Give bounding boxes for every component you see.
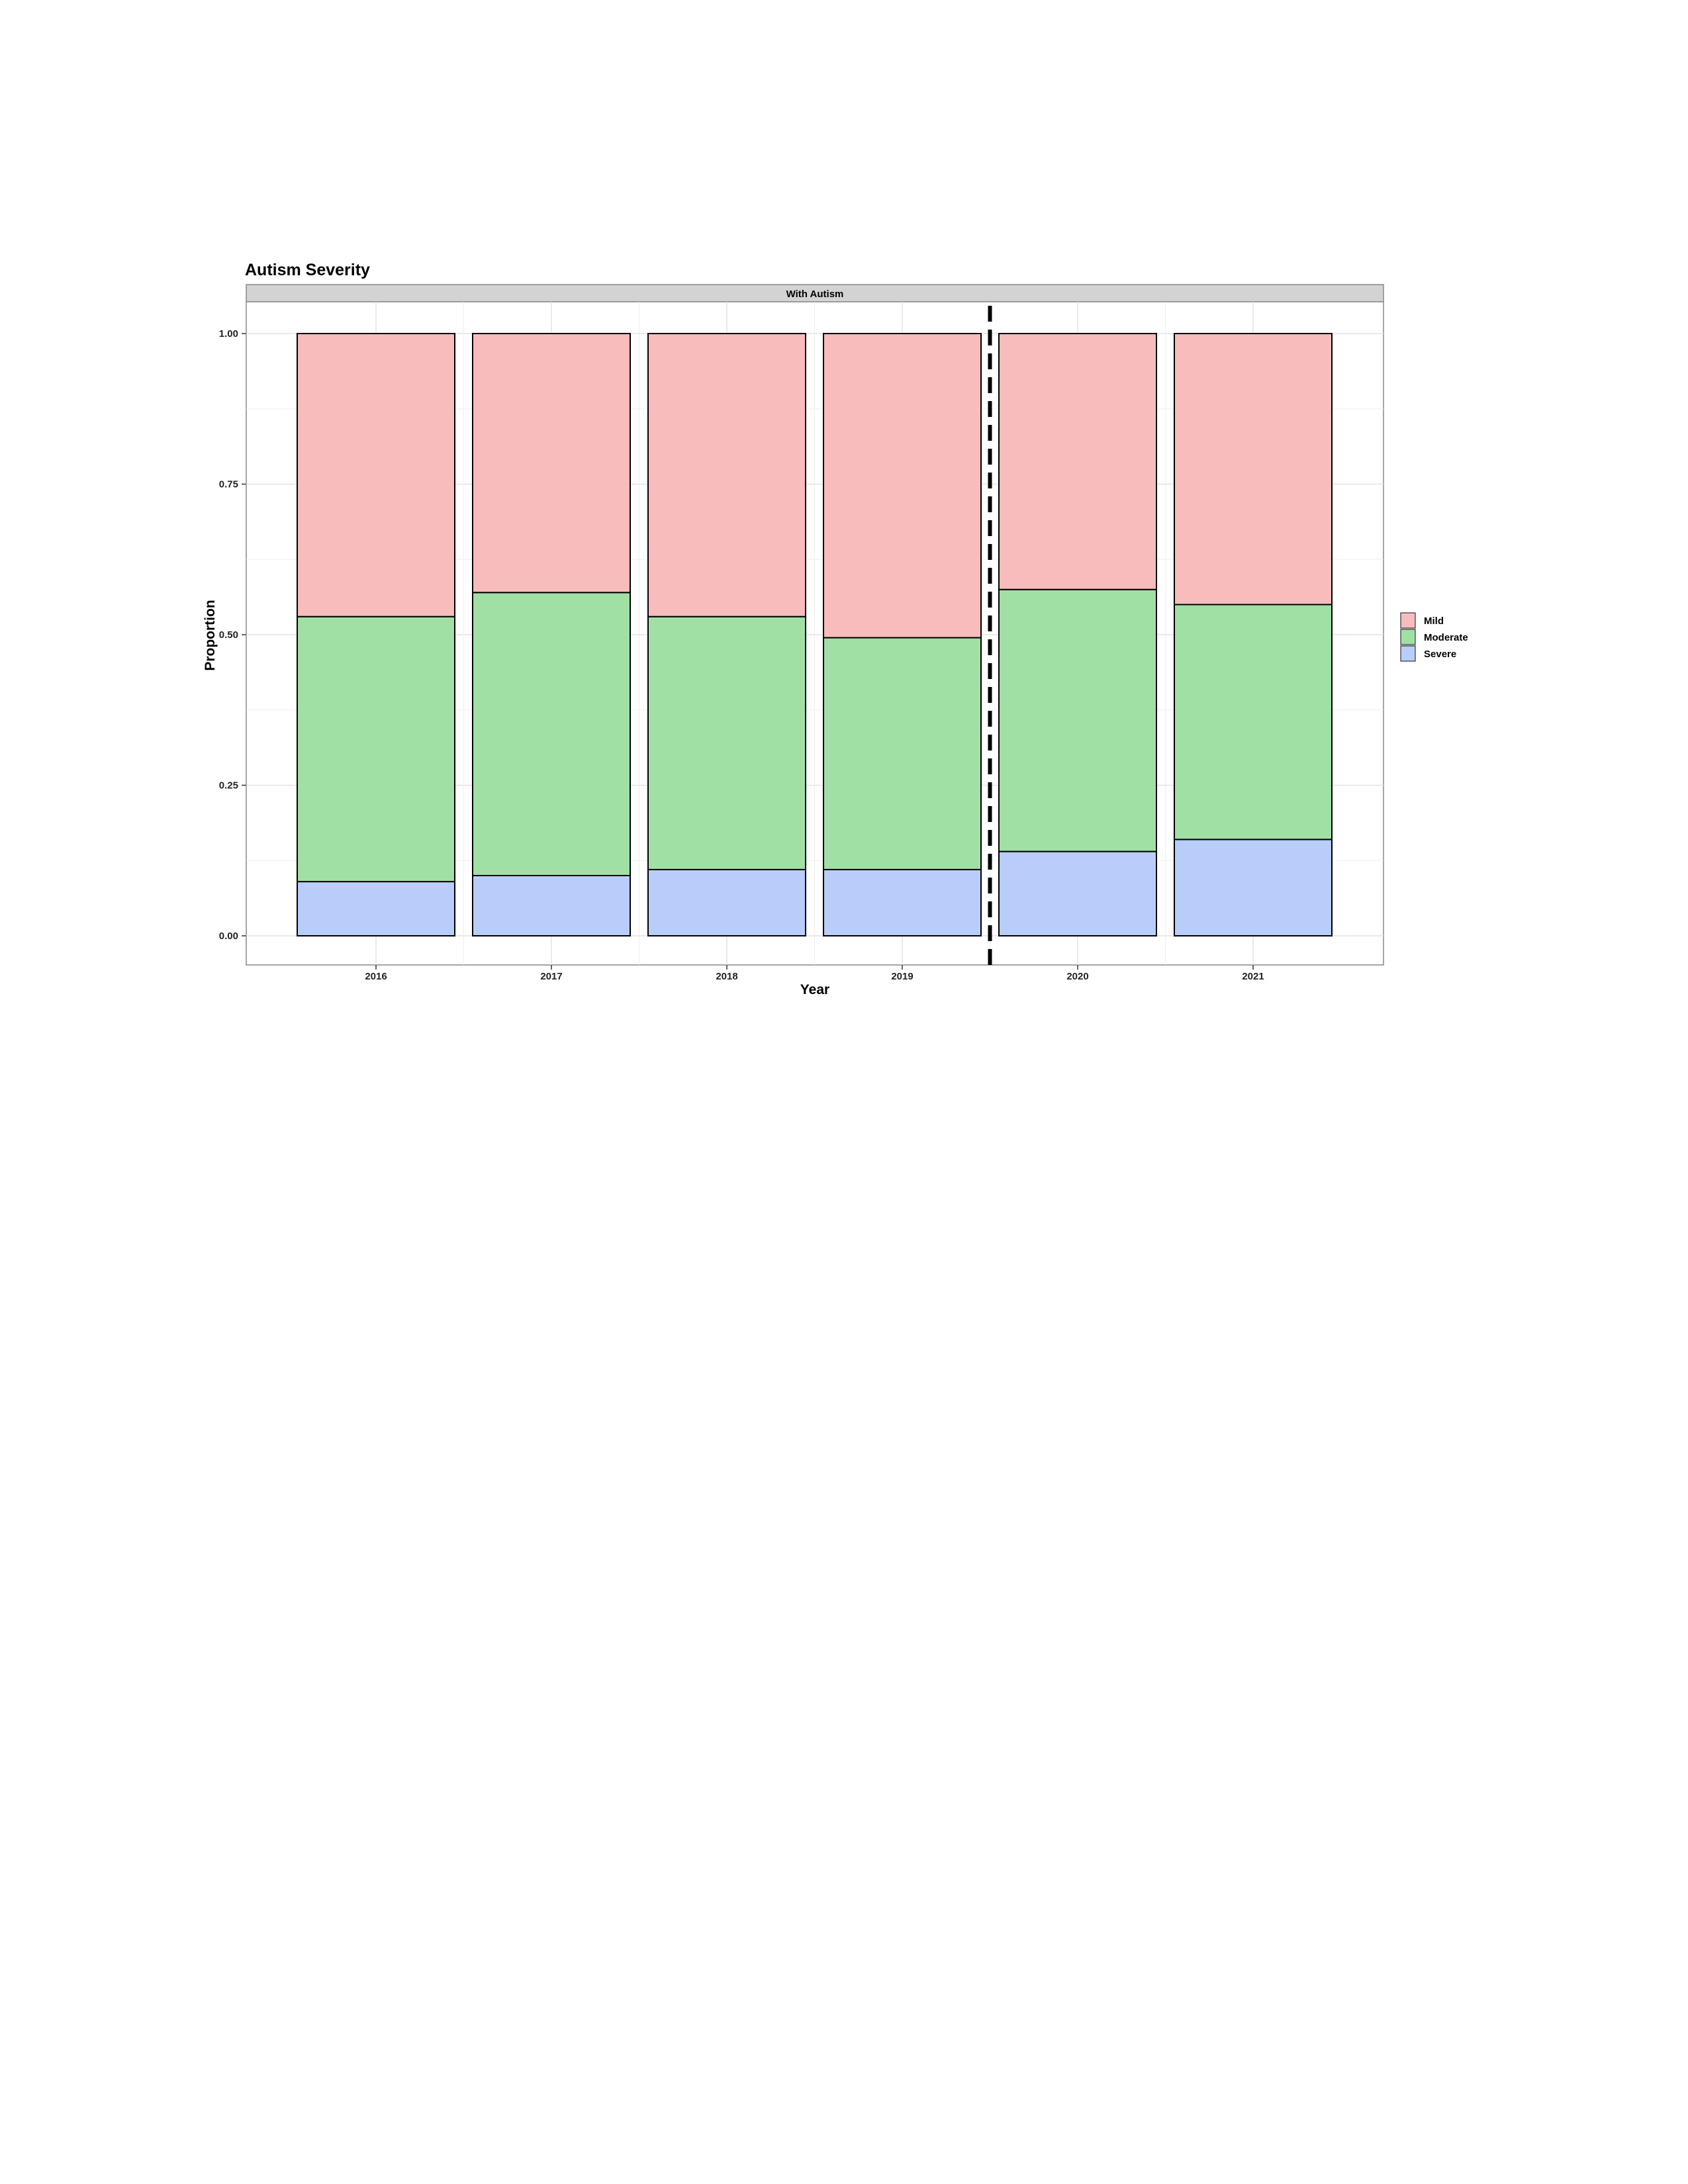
bar-mild-2018 xyxy=(647,333,806,617)
bar-mild-2017 xyxy=(472,333,631,594)
bar-severe-2018 xyxy=(647,868,806,937)
bar-severe-2021 xyxy=(1174,839,1333,937)
chart-title: Autism Severity xyxy=(245,261,370,279)
legend-label-severe: Severe xyxy=(1424,649,1456,660)
x-tick-label: 2016 xyxy=(365,971,387,982)
bar-severe-2016 xyxy=(297,881,455,936)
bar-mild-2020 xyxy=(998,333,1157,590)
bar-moderate-2020 xyxy=(998,588,1157,852)
bar-severe-2020 xyxy=(998,850,1157,936)
facet-strip xyxy=(246,284,1384,302)
bar-moderate-2018 xyxy=(647,615,806,870)
bar-mild-2021 xyxy=(1174,333,1333,606)
x-tick-label: 2019 xyxy=(891,971,913,982)
legend-key-moderate xyxy=(1400,629,1416,645)
y-tick-label: 0.25 xyxy=(219,780,238,792)
x-tick-label: 2021 xyxy=(1242,971,1264,982)
y-tick-label: 0.00 xyxy=(219,931,238,942)
bar-moderate-2016 xyxy=(297,615,455,883)
legend-key-mild xyxy=(1400,612,1416,629)
x-tick-label: 2020 xyxy=(1066,971,1088,982)
facet-strip-label: With Autism xyxy=(786,289,844,300)
y-tick-label: 0.50 xyxy=(219,629,238,641)
bar-moderate-2017 xyxy=(472,592,631,876)
legend: Mild Moderate Severe xyxy=(1400,612,1468,662)
bar-stacks xyxy=(297,333,1333,937)
x-tick-label: 2018 xyxy=(716,971,737,982)
bar-mild-2016 xyxy=(297,333,455,617)
bar-mild-2019 xyxy=(823,333,982,639)
x-axis-ticks: 2016 2017 2018 2019 2020 2021 xyxy=(365,965,1264,982)
y-axis-ticks: 0.00 0.25 0.50 0.75 1.00 xyxy=(219,328,246,942)
legend-key-severe xyxy=(1400,645,1416,662)
bar-moderate-2021 xyxy=(1174,604,1333,841)
y-tick-label: 0.75 xyxy=(219,479,238,490)
y-tick-label: 1.00 xyxy=(219,328,238,340)
y-axis-title: Proportion xyxy=(203,600,218,670)
x-tick-label: 2017 xyxy=(540,971,562,982)
bar-severe-2019 xyxy=(823,868,982,937)
legend-label-moderate: Moderate xyxy=(1424,632,1468,643)
bar-severe-2017 xyxy=(472,875,631,936)
bar-moderate-2019 xyxy=(823,637,982,870)
legend-label-mild: Mild xyxy=(1424,615,1444,627)
x-axis-title: Year xyxy=(800,982,829,997)
